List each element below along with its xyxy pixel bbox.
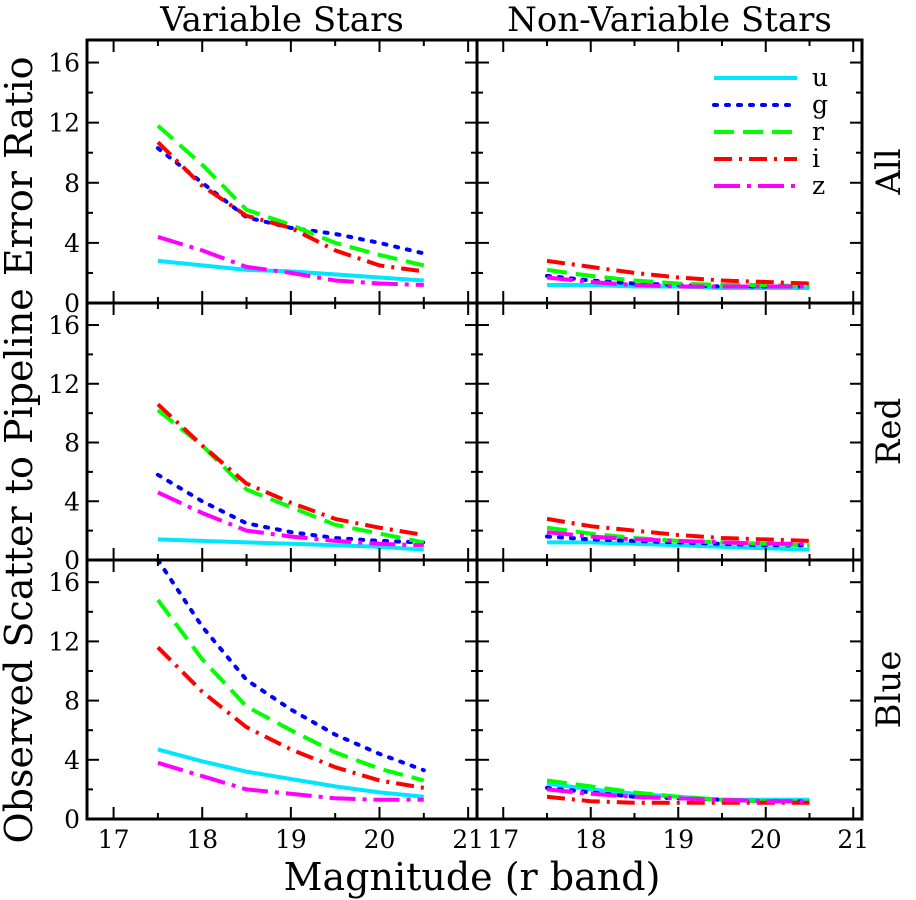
panel-variable-stars-blue: 0 4 8 12 16 17 18 19 20 21 — [48, 558, 484, 854]
series-line-u — [157, 258, 424, 283]
x-tick-label: 21 — [452, 825, 484, 854]
panel-frame — [475, 558, 864, 821]
series-line-g — [155, 146, 426, 256]
x-tick-label: 18 — [186, 825, 218, 854]
series-line-z — [157, 490, 424, 548]
series-line-g — [155, 560, 426, 773]
series-line-u — [157, 537, 424, 552]
series-line-i — [156, 140, 425, 274]
y-tick-label: 16 — [48, 311, 80, 340]
row-label: Red — [869, 398, 909, 466]
panel-non-variable-stars-red: Red — [475, 301, 909, 562]
series-group — [545, 778, 812, 805]
legend-label-g: g — [812, 90, 828, 119]
series-line-z — [546, 275, 810, 289]
x-axis-label: Magnitude (r band) — [284, 855, 661, 899]
series-line-z — [157, 760, 424, 802]
y-tick-label: 4 — [64, 229, 80, 258]
panel-frame — [85, 301, 479, 562]
x-tick-label: 19 — [662, 825, 694, 854]
series-line-r — [156, 124, 425, 268]
series-line-z — [546, 787, 810, 804]
series-line-z — [157, 234, 424, 287]
series-group — [155, 402, 426, 552]
series-group — [155, 124, 426, 287]
y-tick-label: 8 — [64, 687, 80, 716]
legend-label-z: z — [812, 171, 825, 200]
y-tick-label: 4 — [64, 746, 80, 775]
series-line-r — [546, 267, 810, 289]
y-tick-label: 12 — [48, 370, 80, 399]
x-tick-label: 20 — [750, 825, 782, 854]
panel-variable-stars-all: 0 4 8 12 16 Variable Stars — [48, 0, 479, 318]
x-tick-label: 20 — [364, 825, 396, 854]
y-tick-label: 0 — [64, 805, 80, 834]
y-tick-label: 16 — [48, 49, 80, 78]
figure-labels: Observed Scatter to Pipeline Error Ratio… — [0, 57, 660, 899]
legend-label-i: i — [812, 144, 820, 173]
column-title: Non-Variable Stars — [507, 0, 832, 40]
y-tick-label: 4 — [64, 487, 80, 516]
y-axis-label: Observed Scatter to Pipeline Error Ratio — [0, 57, 41, 844]
series-line-u — [157, 747, 424, 799]
series-line-i — [546, 258, 810, 286]
series-group — [155, 560, 426, 802]
y-tick-label: 0 — [64, 546, 80, 575]
x-tick-label: 18 — [575, 825, 607, 854]
y-tick-label: 12 — [48, 627, 80, 656]
series-line-i — [156, 402, 425, 537]
series-line-r — [156, 598, 425, 783]
x-tick-label: 17 — [98, 825, 130, 854]
row-label: All — [869, 148, 909, 195]
series-group — [545, 258, 812, 290]
x-tick-label: 19 — [275, 825, 307, 854]
y-tick-label: 16 — [48, 568, 80, 597]
panel-frame — [475, 301, 864, 562]
panel-non-variable-stars-blue: 17 18 19 20 21 Blue — [475, 558, 909, 854]
series-line-z — [546, 530, 810, 546]
series-group — [545, 516, 812, 552]
series-line-i — [546, 794, 810, 805]
legend-label-r: r — [812, 117, 824, 146]
column-title: Variable Stars — [159, 0, 404, 40]
x-tick-label: 17 — [487, 825, 519, 854]
series-line-r — [546, 525, 810, 548]
row-label: Blue — [869, 651, 909, 729]
y-tick-label: 8 — [64, 429, 80, 458]
series-line-i — [156, 645, 425, 790]
y-tick-label: 12 — [48, 109, 80, 138]
series-line-r — [156, 408, 425, 545]
panel-variable-stars-red: 0 4 8 12 16 — [48, 301, 479, 575]
series-line-i — [546, 516, 810, 543]
y-tick-label: 8 — [64, 169, 80, 198]
legend-label-u: u — [812, 63, 828, 92]
series-line-g — [155, 472, 426, 545]
panel-grid: 0 4 8 12 16 Variable Stars Non-Variable Stars A… — [48, 0, 909, 854]
x-tick-label: 21 — [837, 825, 869, 854]
y-tick-label: 0 — [64, 289, 80, 318]
panel-frame — [475, 38, 864, 305]
